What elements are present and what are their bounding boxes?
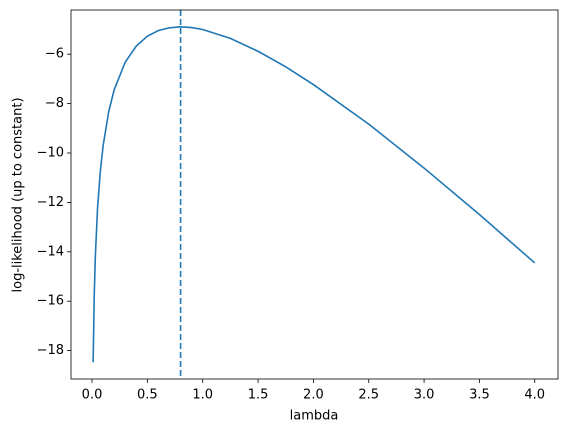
line-series xyxy=(92,25,536,363)
x-tick-label: 0.0 xyxy=(82,388,103,403)
y-tick-label: −12 xyxy=(37,195,64,210)
x-tick-label: 4.0 xyxy=(524,388,545,403)
x-tick-label: 3.0 xyxy=(414,388,435,403)
y-tick-label: −16 xyxy=(37,294,64,309)
y-tick-label: −18 xyxy=(37,343,64,358)
y-tick-label: −8 xyxy=(45,96,64,111)
x-tick-label: 2.5 xyxy=(358,388,379,403)
x-tick-label: 2.0 xyxy=(303,388,324,403)
y-axis-label: log-likelihood (up to constant) xyxy=(11,97,26,292)
x-axis-label: lambda xyxy=(290,409,339,424)
x-tick-label: 3.5 xyxy=(469,388,490,403)
y-tick-label: −10 xyxy=(37,146,64,161)
x-tick-label: 0.5 xyxy=(137,388,158,403)
x-tick-label: 1.5 xyxy=(248,388,269,403)
y-tick-label: −6 xyxy=(45,47,64,62)
y-tick-label: −14 xyxy=(37,244,64,259)
plot-frame xyxy=(70,9,559,380)
x-tick-label: 1.0 xyxy=(192,388,213,403)
